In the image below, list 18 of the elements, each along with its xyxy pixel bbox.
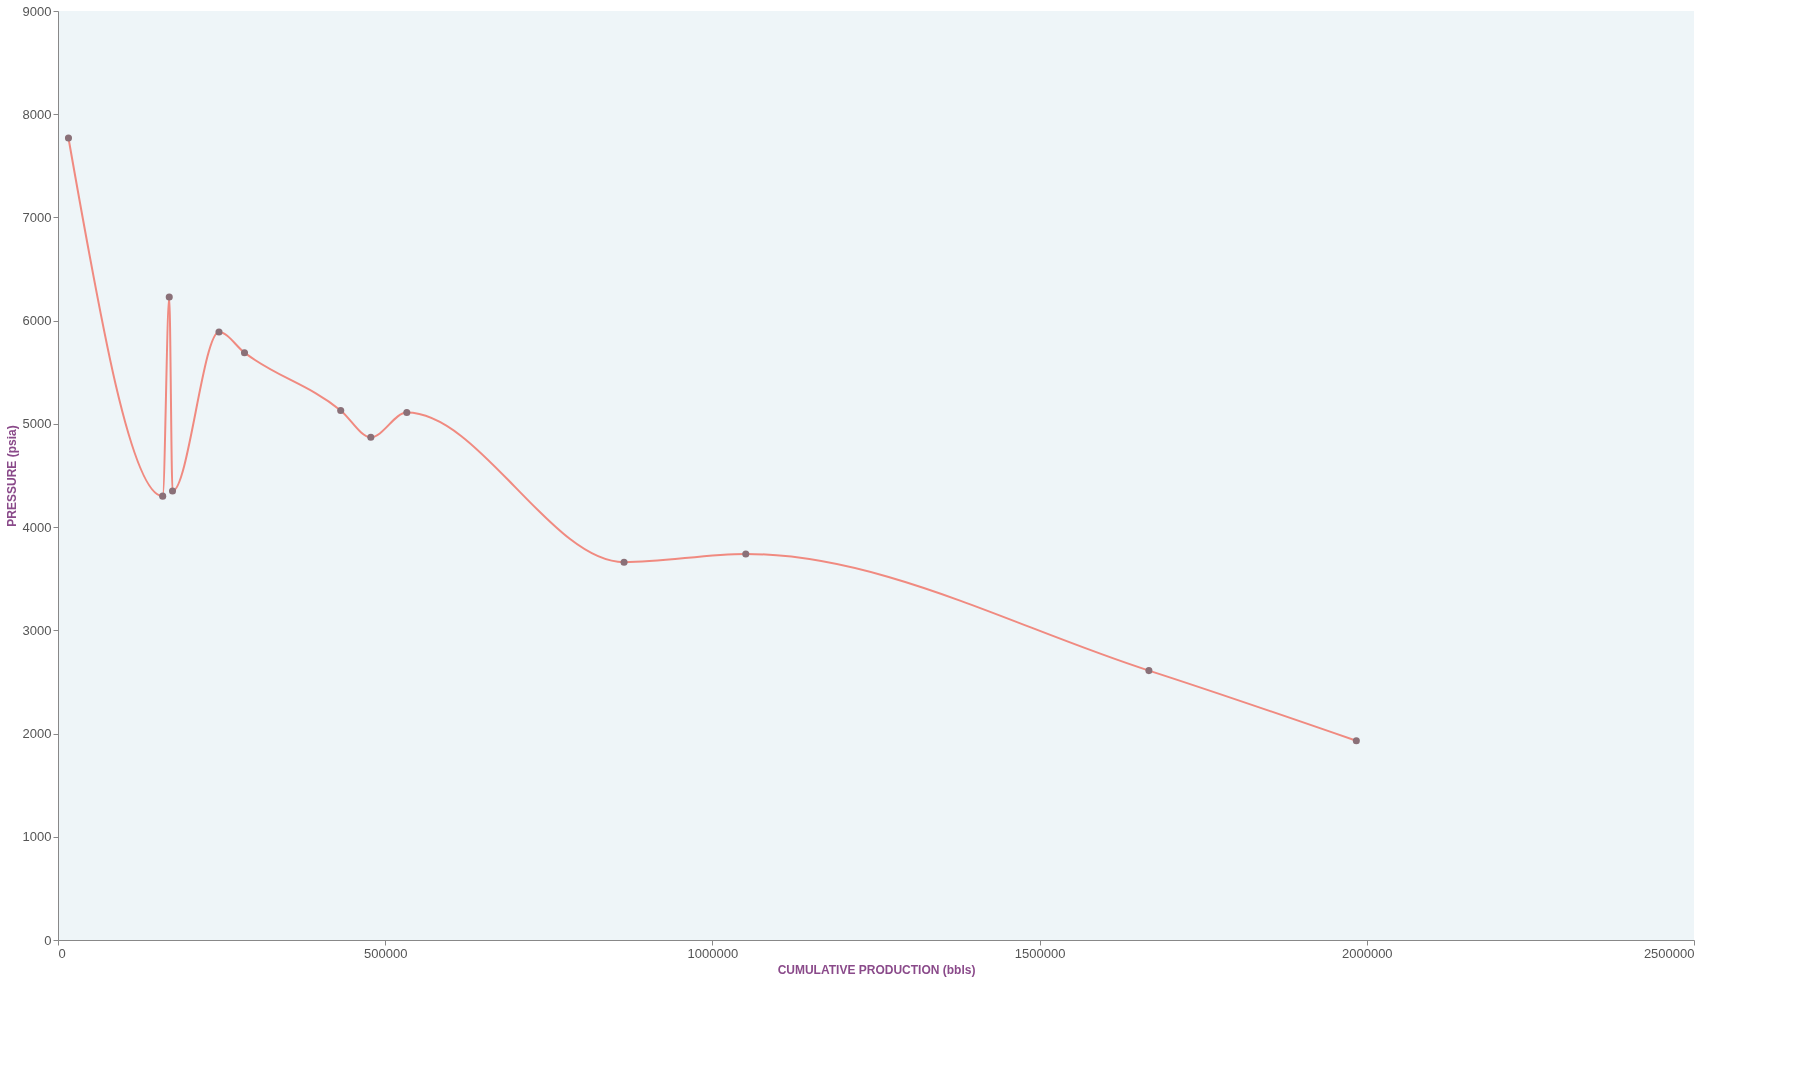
x-tick-label: 0 <box>58 945 66 961</box>
x-axis-title: CUMULATIVE PRODUCTION (bbls) <box>777 962 976 977</box>
y-tick-label: 2000 <box>22 726 52 742</box>
y-tick-label: 5000 <box>22 416 52 432</box>
y-tick-label: 7000 <box>22 209 52 225</box>
y-tick-label: 6000 <box>22 313 52 329</box>
y-tick-label: 9000 <box>22 3 52 19</box>
y-tick-label: 8000 <box>22 106 52 122</box>
y-tick-label: 3000 <box>22 622 52 638</box>
x-tick-label: 2500000 <box>1643 945 1695 961</box>
x-tick-label: 1500000 <box>1014 945 1066 961</box>
y-tick-label: 0 <box>44 932 52 948</box>
y-axis-title: PRESSURE (psia) <box>4 425 19 527</box>
x-tick-label: 500000 <box>364 945 408 961</box>
y-tick-label: 4000 <box>22 519 52 535</box>
x-tick-label: 1000000 <box>687 945 739 961</box>
x-tick-label: 2000000 <box>1341 945 1393 961</box>
y-tick-label: 1000 <box>22 829 52 845</box>
